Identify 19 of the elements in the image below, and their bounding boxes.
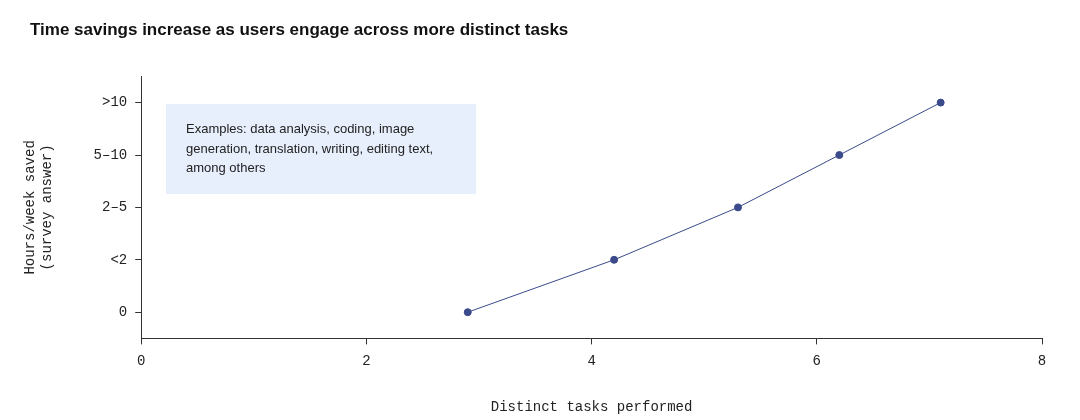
y-tick-label: 0 <box>118 303 128 320</box>
x-tick-label: 2 <box>362 352 371 369</box>
y-tick-label: 2–5 <box>101 199 128 216</box>
y-tick-label: <2 <box>110 251 128 268</box>
x-tick-label: 8 <box>1037 352 1047 369</box>
chart-title: Time savings increase as users engage across more distinct tasks <box>29 19 570 41</box>
point <box>733 203 742 212</box>
x-axis-title: Distinct tasks performed <box>490 399 693 416</box>
x-tick-label: 6 <box>812 352 821 369</box>
point <box>610 255 619 264</box>
y-axis-title: Hours/week saved (survey answer) <box>22 140 55 275</box>
x-tick-label: 4 <box>587 352 596 369</box>
y-tick-label: >10 <box>101 94 128 111</box>
point <box>835 151 844 159</box>
point <box>936 98 945 107</box>
x-tick-label: 0 <box>137 352 146 369</box>
y-tick-label: 5–10 <box>93 146 128 163</box>
point <box>463 308 472 317</box>
note-box: Examples: data analysis, coding, image generation, translation, writing, editing text, among others <box>166 104 476 194</box>
